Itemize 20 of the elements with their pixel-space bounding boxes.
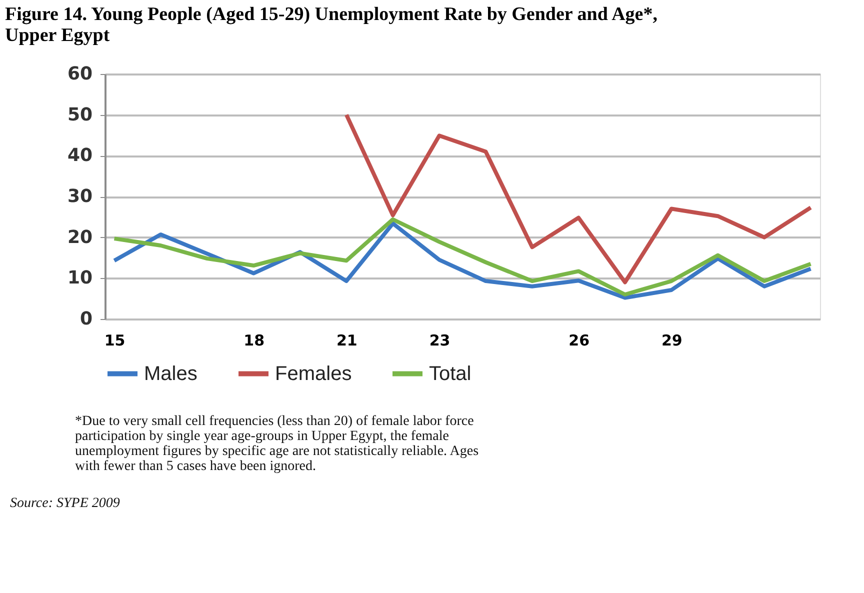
y-tick-label: 0 bbox=[80, 308, 92, 330]
chart-title: Figure 14. Young People (Aged 15-29) Unemployment Rate by Gender and Age*, Upper Egypt bbox=[5, 4, 658, 46]
x-tick-label: 23 bbox=[429, 332, 450, 350]
legend-label: Females bbox=[275, 362, 352, 385]
y-tick-label: 10 bbox=[67, 268, 92, 289]
x-tick-label: 26 bbox=[568, 332, 590, 350]
source-note: Source: SYPE 2009 bbox=[10, 496, 120, 511]
y-tick-label: 30 bbox=[67, 186, 92, 207]
legend-label: Males bbox=[144, 362, 198, 385]
y-tick-label: 20 bbox=[67, 226, 92, 248]
x-tick-label: 29 bbox=[661, 332, 682, 350]
x-tick-label: 21 bbox=[336, 332, 358, 350]
x-tick-label: 15 bbox=[104, 332, 126, 350]
y-tick-label: 60 bbox=[67, 64, 92, 84]
y-tick-label: 50 bbox=[67, 104, 92, 126]
x-tick-label: 18 bbox=[244, 332, 265, 350]
legend-label: Total bbox=[429, 362, 472, 385]
line-series bbox=[344, 112, 813, 284]
text: *Due to very small cell frequencies (less than 20) of female labor force participation by single year age-groups in Upper Egypt, the female unemployment figures by specific age are not statistically reliable. Ages with fewer than 5 cases have been ignored. bbox=[75, 414, 479, 474]
y-tick-label: 40 bbox=[67, 145, 92, 166]
